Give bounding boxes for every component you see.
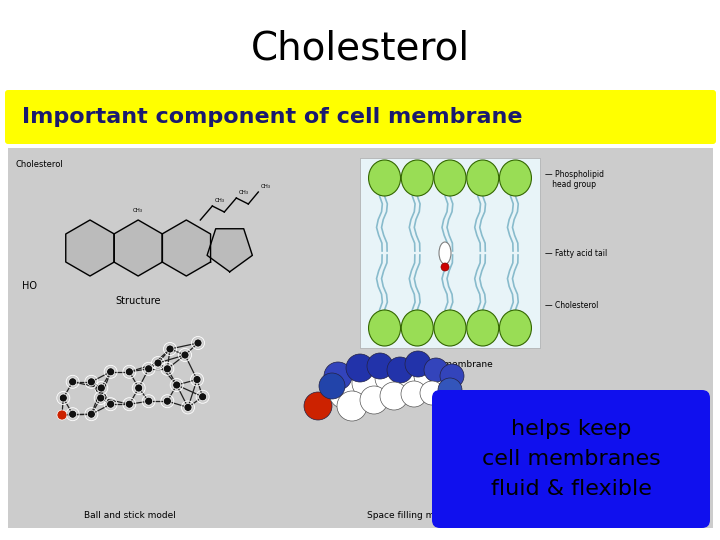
Circle shape (329, 377, 361, 409)
Circle shape (367, 353, 393, 379)
Circle shape (360, 386, 388, 414)
Circle shape (145, 365, 153, 373)
Ellipse shape (467, 310, 499, 346)
Circle shape (97, 384, 105, 392)
Text: CH₃: CH₃ (261, 184, 271, 189)
Circle shape (184, 403, 192, 411)
Text: Plasma membrane: Plasma membrane (408, 360, 492, 369)
Text: CH₃: CH₃ (238, 190, 248, 195)
Circle shape (107, 400, 114, 408)
Bar (8, 148, 713, 528)
Ellipse shape (369, 310, 400, 346)
Circle shape (430, 369, 458, 397)
Circle shape (68, 410, 76, 418)
Circle shape (375, 363, 405, 393)
Text: — Phospholipid
   head group: — Phospholipid head group (545, 170, 604, 190)
Circle shape (352, 367, 384, 399)
Circle shape (68, 378, 76, 386)
Circle shape (87, 410, 95, 418)
Text: CH₃: CH₃ (133, 208, 143, 213)
Circle shape (96, 394, 104, 402)
FancyBboxPatch shape (5, 90, 716, 144)
Circle shape (380, 382, 408, 410)
Circle shape (166, 345, 174, 353)
Circle shape (401, 381, 427, 407)
Ellipse shape (369, 160, 400, 196)
Text: — Cholesterol: — Cholesterol (545, 301, 598, 310)
Text: Space filling model: Space filling model (366, 511, 454, 520)
Circle shape (181, 351, 189, 359)
Ellipse shape (401, 160, 433, 196)
Circle shape (319, 373, 345, 399)
Circle shape (57, 410, 67, 420)
Circle shape (424, 358, 448, 382)
Circle shape (395, 368, 425, 398)
Circle shape (194, 339, 202, 347)
FancyBboxPatch shape (432, 390, 710, 528)
Bar (360, 158, 540, 348)
Circle shape (163, 365, 171, 373)
Circle shape (441, 263, 449, 271)
Circle shape (337, 391, 367, 421)
Circle shape (107, 368, 114, 376)
Circle shape (145, 397, 153, 405)
Circle shape (199, 393, 207, 401)
Circle shape (438, 378, 462, 402)
Circle shape (346, 354, 374, 382)
Circle shape (420, 381, 444, 405)
Text: Important component of cell membrane: Important component of cell membrane (22, 107, 523, 127)
Circle shape (87, 378, 95, 386)
Circle shape (414, 362, 442, 390)
Circle shape (387, 357, 413, 383)
Circle shape (125, 368, 133, 376)
Ellipse shape (439, 242, 451, 264)
Text: helps keep
cell membranes
fluid & flexible: helps keep cell membranes fluid & flexib… (482, 420, 660, 498)
Text: Structure: Structure (115, 296, 161, 306)
Text: CH₃: CH₃ (215, 198, 225, 203)
Ellipse shape (434, 310, 466, 346)
Circle shape (125, 400, 133, 408)
Circle shape (173, 381, 181, 389)
Circle shape (135, 384, 143, 392)
Circle shape (304, 392, 332, 420)
Text: Ball and stick model: Ball and stick model (84, 511, 176, 520)
Ellipse shape (500, 310, 531, 346)
Circle shape (193, 375, 201, 383)
Circle shape (405, 351, 431, 377)
Ellipse shape (467, 160, 499, 196)
Text: Cholesterol: Cholesterol (251, 29, 469, 67)
Ellipse shape (401, 310, 433, 346)
Circle shape (440, 364, 464, 388)
Circle shape (163, 397, 171, 405)
Ellipse shape (500, 160, 531, 196)
Ellipse shape (434, 160, 466, 196)
Text: Cholesterol: Cholesterol (16, 160, 64, 169)
Polygon shape (114, 220, 163, 276)
Polygon shape (66, 220, 114, 276)
Text: — Fatty acid tail: — Fatty acid tail (545, 248, 607, 258)
Circle shape (59, 394, 67, 402)
Polygon shape (162, 220, 210, 276)
Circle shape (324, 362, 352, 390)
Circle shape (154, 359, 162, 367)
Polygon shape (207, 229, 252, 272)
Text: HO: HO (22, 281, 37, 291)
